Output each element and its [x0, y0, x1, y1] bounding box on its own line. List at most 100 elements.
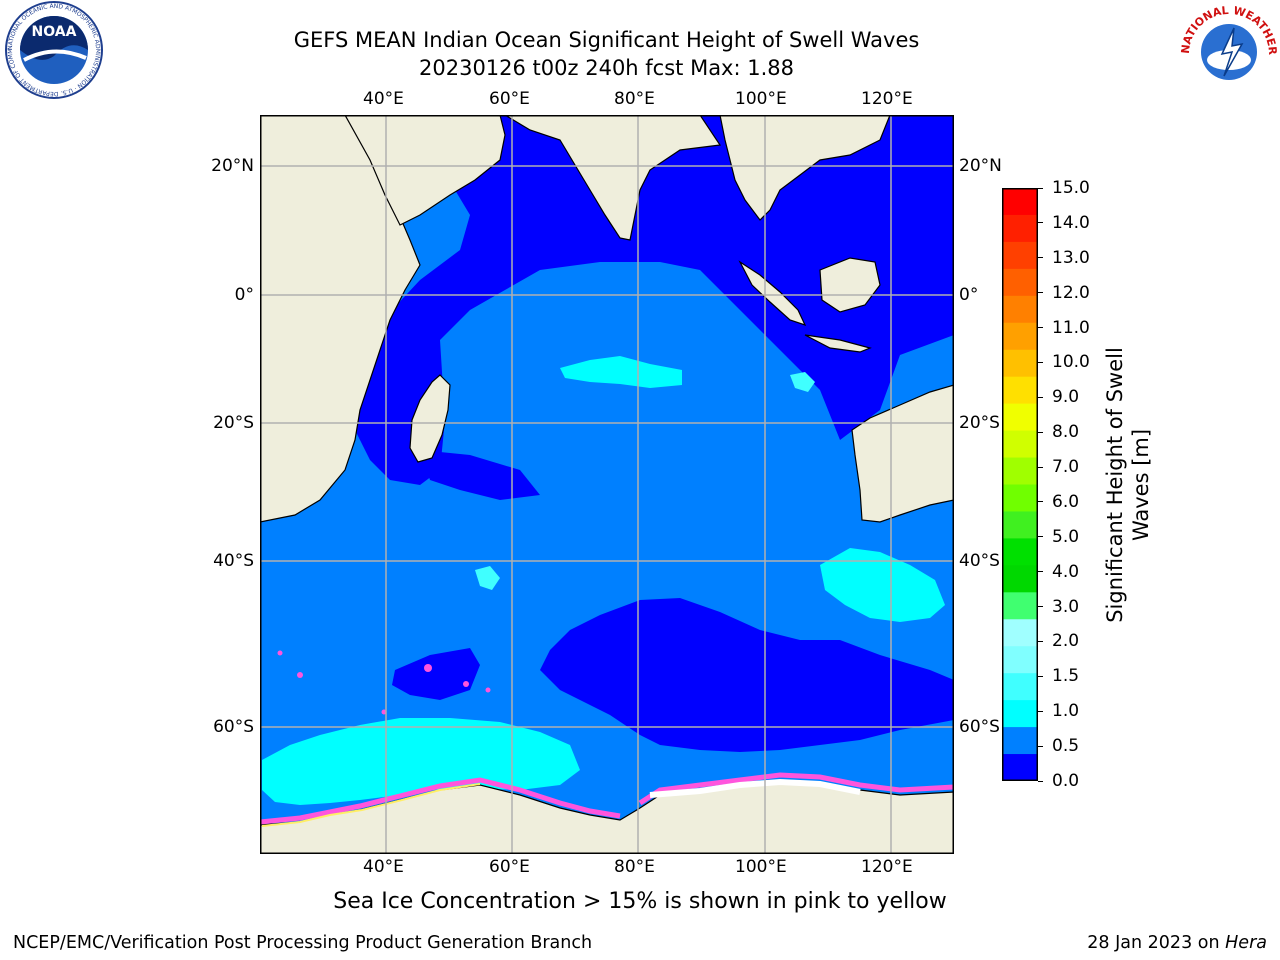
lon-label-top-60e: 60°E [489, 89, 530, 109]
colorbar-segment [1002, 241, 1038, 270]
land-java [804, 334, 872, 353]
colorbar-tick-mark [1038, 501, 1043, 503]
lon-label-top-100e: 100°E [735, 89, 787, 109]
swell-patch-mid-south [475, 566, 500, 590]
map-frame [260, 115, 954, 854]
colorbar [1002, 188, 1038, 782]
colorbar-segment [1002, 403, 1038, 432]
colorbar-tick-label: 9.0 [1052, 387, 1080, 408]
colorbar-segment [1002, 673, 1038, 701]
colorbar-tick-mark [1038, 780, 1043, 782]
colorbar-segment [1002, 646, 1038, 674]
lat-label-right-20s: 20°S [959, 413, 1000, 433]
colorbar-tick-mark [1038, 640, 1043, 642]
lon-label-bottom-40e: 40°E [363, 857, 404, 877]
colorbar-segment [1002, 538, 1038, 566]
map-svg [259, 114, 955, 855]
lon-label-top-120e: 120°E [861, 89, 913, 109]
colorbar-segment [1002, 754, 1038, 782]
map-panel [259, 114, 955, 855]
colorbar-segment [1002, 457, 1038, 485]
sea-ice-edge-east-white [649, 778, 861, 798]
swell-patch-central [560, 356, 682, 388]
lat-label-right-0: 0° [959, 285, 979, 305]
colorbar-segment [1002, 700, 1038, 728]
colorbar-tick-label: 10.0 [1052, 352, 1090, 373]
colorbar-tick-label: 7.0 [1052, 457, 1080, 478]
colorbar-segment [1002, 430, 1038, 459]
noaa-logo: NATIONAL OCEANIC AND ATMOSPHERIC ADMINIS… [0, 0, 108, 100]
colorbar-tick-mark [1038, 396, 1043, 398]
colorbar-tick-label: 8.0 [1052, 422, 1080, 443]
colorbar-tick-mark [1038, 327, 1043, 329]
colorbar-tick-label: 3.0 [1052, 596, 1080, 617]
colorbar-segment [1002, 376, 1038, 405]
noaa-logo-text: NOAA [32, 24, 77, 40]
land-sumatra [738, 260, 807, 327]
colorbar-label: Significant Height of Swell Waves [m] [1102, 347, 1154, 623]
colorbar-tick-mark [1038, 257, 1043, 259]
nws-logo: NATIONAL WEATHER SERVICE [1174, 0, 1280, 100]
colorbar-label-line2: Waves [m] [1129, 428, 1153, 542]
lon-label-bottom-120e: 120°E [861, 857, 913, 877]
sea-ice-spot-5 [485, 687, 491, 693]
colorbar-segment [1002, 511, 1038, 539]
colorbar-segment [1002, 484, 1038, 512]
colorbar-tick-label: 1.5 [1052, 666, 1080, 687]
lat-label-right-60s: 60°S [959, 717, 1000, 737]
colorbar-tick-mark [1038, 675, 1043, 677]
colorbar-tick-mark [1038, 536, 1043, 538]
colorbar-tick-label: 15.0 [1052, 178, 1090, 198]
lat-label-left-20s: 20°S [213, 413, 254, 433]
colorbar-svg [1002, 188, 1038, 782]
chart-title: GEFS MEAN Indian Ocean Significant Heigh… [293, 28, 920, 52]
colorbar-tick-label: 6.0 [1052, 491, 1080, 512]
colorbar-segment [1002, 268, 1038, 297]
sea-ice-edge-east [638, 772, 955, 806]
sea-ice-spot-3 [424, 664, 432, 672]
colorbar-tick-mark [1038, 431, 1043, 433]
ocean-calm-north [350, 115, 954, 485]
footer-right: 28 Jan 2023 on Hera [1087, 933, 1267, 953]
colorbar-tick-label: 1.0 [1052, 701, 1080, 722]
lon-label-bottom-60e: 60°E [489, 857, 530, 877]
land-australia [851, 384, 955, 523]
colorbar-tick-mark [1038, 361, 1043, 363]
lat-label-left-20n: 20°N [211, 156, 254, 176]
sea-ice-spot-4 [463, 681, 469, 687]
colorbar-segment [1002, 322, 1038, 351]
land-indochina [719, 114, 891, 221]
land-arabia [343, 114, 506, 226]
colorbar-frame [1002, 188, 1038, 781]
colorbar-segment [1002, 565, 1038, 593]
land-india [502, 114, 722, 241]
swell-patch-southeast [820, 548, 945, 622]
colorbar-tick-label: 4.0 [1052, 561, 1080, 582]
colorbar-segment [1002, 214, 1038, 243]
colorbar-tick-mark [1038, 745, 1043, 747]
colorbar-segment [1002, 619, 1038, 647]
colorbar-tick-label: 2.0 [1052, 631, 1080, 652]
lon-label-top-40e: 40°E [363, 89, 404, 109]
colorbar-segment [1002, 592, 1038, 620]
colorbar-tick-label: 13.0 [1052, 247, 1090, 268]
lon-label-bottom-100e: 100°E [735, 857, 787, 877]
colorbar-segment [1002, 295, 1038, 324]
colorbar-tick-mark [1038, 222, 1043, 224]
colorbar-tick-label: 5.0 [1052, 526, 1080, 547]
lat-label-left-60s: 60°S [213, 717, 254, 737]
colorbar-tick-mark [1038, 466, 1043, 468]
ocean-calm-south [540, 598, 954, 752]
graticule [260, 115, 954, 854]
sea-ice-spot-2 [277, 650, 283, 656]
colorbar-tick-label: 12.0 [1052, 282, 1090, 303]
lon-label-top-80e: 80°E [614, 89, 655, 109]
sea-ice-caption: Sea Ice Concentration > 15% is shown in … [333, 889, 947, 914]
colorbar-tick-label: 14.0 [1052, 212, 1090, 233]
sea-ice-spot-1 [297, 672, 303, 678]
ocean-calm-mozambique [420, 450, 540, 500]
lat-label-right-40s: 40°S [959, 551, 1000, 571]
footer-left: NCEP/EMC/Verification Post Processing Pr… [13, 933, 593, 953]
colorbar-tick-mark [1038, 571, 1043, 573]
sea-ice-edge-west-yellow [261, 783, 481, 827]
